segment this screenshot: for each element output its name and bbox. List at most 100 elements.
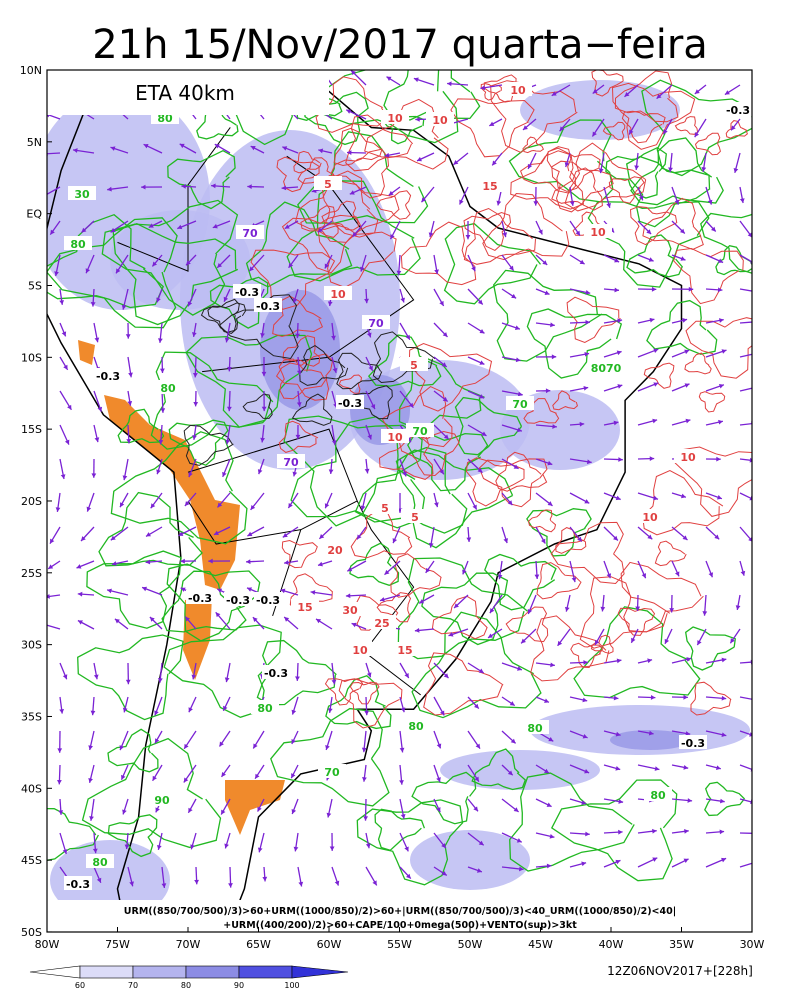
wind-arrowhead [194, 880, 199, 884]
border [273, 501, 358, 616]
formula-line: +URM((400/200)/2)>60+CAPE/100+0mega(500)… [223, 920, 577, 931]
lon-label: 55W [387, 938, 412, 951]
lon-label: 50W [458, 938, 483, 951]
wind-arrowhead [719, 318, 724, 323]
wind-arrowhead [466, 235, 471, 239]
wind-arrow [740, 833, 760, 834]
wind-arrowhead [702, 611, 707, 616]
formula-line: URM((850/700/500)/3)>60+URM((1000/850)/2… [124, 906, 676, 917]
contour-label: -0.3 [681, 737, 705, 750]
colorbar-label: 60 [75, 981, 85, 990]
wind-arrowhead [572, 577, 577, 582]
wind-arrowhead [669, 608, 674, 612]
wind-arrowhead [228, 883, 233, 887]
wind-arrowhead [534, 574, 539, 579]
contour-label: -0.3 [256, 594, 280, 607]
contour [339, 679, 402, 728]
contour-label: 5 [381, 502, 389, 515]
colorbar-label: 90 [234, 981, 244, 990]
contour-label: 30 [74, 188, 90, 201]
wind-arrowhead [655, 766, 660, 771]
contour [350, 543, 399, 585]
wind-arrow [740, 387, 757, 391]
contour [621, 562, 703, 632]
contour-label: 15 [482, 180, 497, 193]
wind-arrowhead [94, 674, 99, 679]
wind-arrowhead [583, 386, 588, 391]
model-label: ETA 40km [135, 81, 235, 105]
wind-arrowhead [126, 680, 131, 684]
wind-arrowhead [547, 864, 552, 869]
wind-arrowhead [652, 419, 657, 424]
wind-arrowhead [298, 882, 303, 887]
wind-arrowhead [682, 318, 687, 323]
wind-arrowhead [687, 798, 692, 803]
wind-arrowhead [550, 834, 555, 839]
colorbar-label: 100 [284, 981, 299, 990]
contour-label: 25 [374, 617, 389, 630]
wind-arrowhead [434, 502, 439, 507]
humidity-patch [520, 80, 680, 140]
wind-arrowhead [683, 695, 687, 700]
wind-arrowhead [95, 337, 100, 342]
contour-label: 80 [527, 722, 543, 735]
contour-label: 15 [397, 644, 412, 657]
wind-arrowhead [157, 845, 162, 850]
wind-arrow [740, 423, 756, 425]
wind-arrowhead [716, 457, 720, 462]
wind-arrowhead [295, 676, 300, 680]
wind-arrowhead [61, 474, 66, 479]
wind-arrowhead [258, 847, 263, 852]
wind-arrowhead [399, 780, 404, 785]
contour [464, 209, 535, 265]
wind-arrowhead [366, 843, 371, 848]
lat-label: 50S [21, 926, 42, 939]
wind-arrowhead [88, 745, 93, 750]
wind-arrowhead [718, 420, 723, 425]
wind-arrowhead [533, 201, 538, 205]
lon-label: 45W [528, 938, 553, 951]
contour-label: 20 [327, 544, 343, 557]
contour-label: 90 [154, 794, 170, 807]
colorbar-label: 80 [181, 981, 191, 990]
wind-arrowhead [262, 877, 267, 882]
contour-label: 10 [330, 288, 346, 301]
lat-label: 25S [21, 567, 42, 580]
lat-label: EQ [26, 208, 42, 221]
map-layers: -0.3-0.3-0.3-0.3-0.3-0.3-0.3-0.3-0.3-0.3… [30, 33, 786, 961]
wind-arrowhead [650, 456, 654, 461]
wind-arrow [740, 353, 758, 357]
wind-arrowhead [565, 607, 570, 612]
wind-arrowhead [600, 607, 605, 612]
wind-arrowhead [582, 698, 587, 703]
contour [643, 471, 723, 535]
wind-arrowhead [634, 165, 639, 170]
wind-arrowhead [466, 537, 471, 542]
wind-arrowhead [292, 472, 297, 477]
contour-label: 15 [297, 601, 312, 614]
contour-label: -0.3 [264, 667, 288, 680]
wind-arrowhead [720, 830, 725, 835]
lon-label: 40W [599, 938, 624, 951]
contour [574, 607, 700, 698]
run-label: 12Z06NOV2017+[228h] [607, 964, 753, 978]
wind-arrowhead [751, 660, 756, 665]
contour-label: 80 [70, 238, 86, 251]
lon-label: 75W [105, 938, 130, 951]
contour [696, 133, 721, 154]
wind-arrowhead [45, 594, 50, 599]
title: 21h 15/Nov/2017 quarta−feira [92, 22, 708, 68]
instability-area [78, 340, 95, 365]
contour-label: 5 [411, 511, 419, 524]
contour-label: 10 [590, 226, 606, 239]
contour-label: -0.3 [338, 397, 362, 410]
contour-label: 10 [387, 112, 403, 125]
lat-label: 5N [27, 136, 42, 149]
lat-label: 40S [21, 782, 42, 795]
wind-arrowhead [401, 814, 406, 819]
contour-label: 70 [412, 425, 428, 438]
wind-arrowhead [683, 765, 688, 770]
wind-arrowhead [91, 711, 96, 716]
wind-arrowhead [363, 816, 368, 820]
